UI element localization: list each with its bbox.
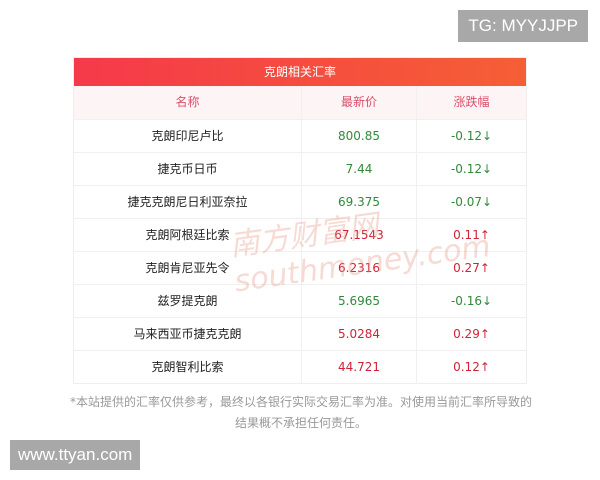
latest-price: 6.2316 (302, 252, 417, 284)
table-row: 克朗智利比索 44.721 0.12↑ (74, 350, 526, 383)
header-name: 名称 (74, 86, 302, 119)
currency-pair-name[interactable]: 克朗智利比索 (74, 351, 302, 383)
table-row: 克朗阿根廷比索 67.1543 0.11↑ (74, 218, 526, 251)
table-row: 兹罗提克朗 5.6965 -0.16↓ (74, 284, 526, 317)
latest-price: 44.721 (302, 351, 417, 383)
change-percent: -0.07↓ (450, 195, 493, 209)
header-change: 涨跌幅 (453, 95, 490, 109)
disclaimer-note: *本站提供的汇率仅供参考，最终以各银行实际交易汇率为准。对使用当前汇率所导致的结… (70, 395, 533, 430)
latest-price: 5.0284 (302, 318, 417, 350)
tg-watermark-label: TG: MYYJJPP (458, 10, 588, 42)
table-row: 克朗肯尼亚先令 6.2316 0.27↑ (74, 251, 526, 284)
table-row: 克朗印尼卢比 800.85 -0.12↓ (74, 119, 526, 152)
latest-price: 5.6965 (302, 285, 417, 317)
currency-pair-name[interactable]: 克朗阿根廷比索 (74, 219, 302, 251)
table-header-row: 名称 最新价 涨跌幅 (74, 86, 526, 119)
currency-pair-name[interactable]: 捷克克朗尼日利亚奈拉 (74, 186, 302, 218)
table-row: 捷克币日币 7.44 -0.12↓ (74, 152, 526, 185)
currency-pair-name[interactable]: 兹罗提克朗 (74, 285, 302, 317)
latest-price: 800.85 (302, 120, 417, 152)
latest-price: 69.375 (302, 186, 417, 218)
change-percent: -0.12↓ (450, 162, 493, 176)
table-row: 马来西亚币捷克克朗 5.0284 0.29↑ (74, 317, 526, 350)
exchange-rate-table: 克朗相关汇率 名称 最新价 涨跌幅 克朗印尼卢比 800.85 -0.12↓ 捷克币日… (73, 57, 527, 384)
change-percent: -0.12↓ (450, 129, 493, 143)
table-row: 捷克克朗尼日利亚奈拉 69.375 -0.07↓ (74, 185, 526, 218)
currency-pair-name[interactable]: 马来西亚币捷克克朗 (74, 318, 302, 350)
header-price: 最新价 (302, 86, 417, 119)
latest-price: 7.44 (302, 153, 417, 185)
currency-pair-name[interactable]: 克朗肯尼亚先令 (74, 252, 302, 284)
change-percent: -0.16↓ (450, 294, 493, 308)
change-percent: 0.27↑ (453, 261, 490, 275)
currency-pair-name[interactable]: 克朗印尼卢比 (74, 120, 302, 152)
site-url-watermark: www.ttyan.com (10, 440, 141, 470)
currency-pair-name[interactable]: 捷克币日币 (74, 153, 302, 185)
change-percent: 0.12↑ (453, 360, 490, 374)
change-percent: 0.11↑ (453, 228, 490, 242)
latest-price: 67.1543 (302, 219, 417, 251)
change-percent: 0.29↑ (453, 327, 490, 341)
table-title: 克朗相关汇率 (74, 58, 526, 86)
